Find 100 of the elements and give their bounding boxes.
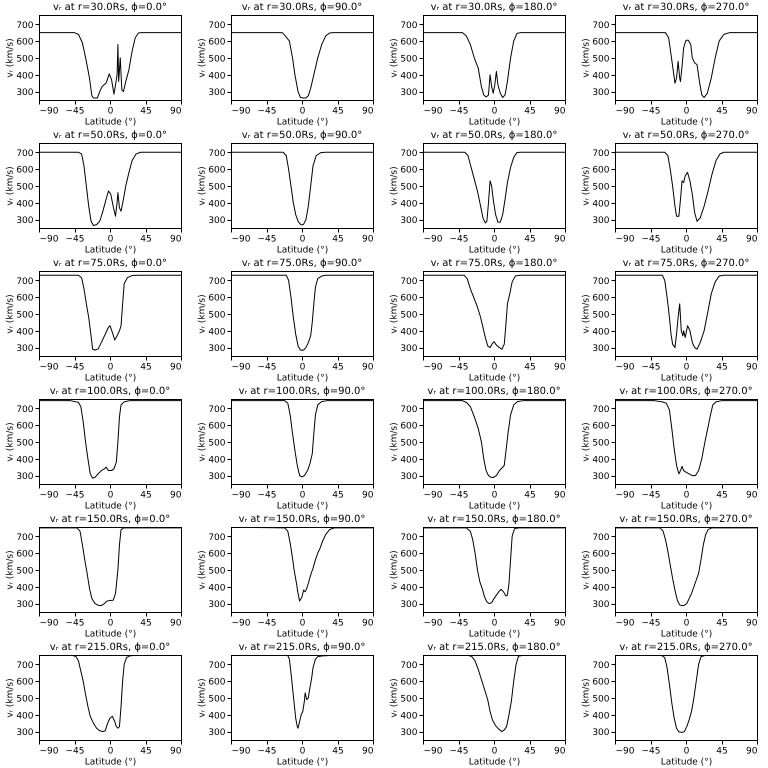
y-tick-label: 500: [592, 694, 610, 704]
x-axis-title: Latitude (°): [468, 118, 520, 128]
y-tick-label: 600: [208, 38, 226, 48]
y-tick-label: 500: [208, 694, 226, 704]
y-tick-label: 600: [592, 38, 610, 48]
x-axis-title: Latitude (°): [276, 758, 328, 768]
x-tick-label: 0: [300, 618, 306, 628]
x-tick-label: −90: [40, 234, 59, 244]
y-tick-label: 700: [400, 20, 418, 31]
y-tick-label: 600: [208, 294, 226, 304]
chart-title: vᵣ at r=215.0Rs, ϕ=90.0°: [238, 642, 366, 653]
y-tick-label: 500: [592, 566, 610, 576]
y-tick-label: 700: [16, 532, 34, 543]
y-tick-label: 300: [208, 216, 226, 226]
x-tick-label: 0: [684, 362, 690, 372]
x-tick-label: −90: [40, 618, 59, 628]
y-axis-title: vᵣ (km/s): [5, 38, 16, 78]
y-tick-label: 400: [16, 71, 34, 82]
x-axis-title: Latitude (°): [84, 118, 136, 128]
x-tick-label: 0: [684, 106, 690, 116]
y-tick-label: 500: [400, 694, 418, 704]
x-tick-label: 90: [554, 106, 566, 116]
y-tick-label: 600: [400, 166, 418, 176]
x-axis-title: Latitude (°): [468, 246, 520, 256]
y-tick-label: 400: [16, 199, 34, 210]
y-tick-label: 300: [592, 88, 610, 98]
x-axis-title: Latitude (°): [660, 374, 712, 384]
y-tick-label: 600: [16, 166, 34, 176]
x-tick-label: 90: [362, 234, 374, 244]
y-tick-label: 300: [16, 600, 34, 610]
y-tick-label: 300: [16, 728, 34, 738]
x-tick-label: 90: [362, 618, 374, 628]
x-tick-label: 45: [140, 490, 152, 500]
y-tick-label: 300: [208, 728, 226, 738]
x-tick-label: 0: [108, 746, 114, 756]
x-tick-label: 90: [362, 106, 374, 116]
chart-title: vᵣ at r=215.0Rs, ϕ=270.0°: [619, 642, 753, 653]
y-tick-label: 600: [16, 422, 34, 432]
x-tick-label: 90: [170, 362, 182, 372]
y-tick-label: 400: [208, 327, 226, 338]
x-tick-label: 45: [716, 618, 728, 628]
x-tick-label: 90: [362, 490, 374, 500]
x-tick-label: −45: [450, 362, 468, 372]
x-tick-label: 0: [684, 618, 690, 628]
x-tick-label: −45: [66, 490, 84, 500]
y-tick-label: 600: [592, 678, 610, 688]
x-tick-label: 0: [300, 106, 306, 116]
x-tick-label: −90: [232, 362, 251, 372]
chart-title: vᵣ at r=75.0Rs, ϕ=0.0°: [52, 258, 168, 269]
y-tick-label: 300: [400, 344, 418, 354]
x-tick-label: 0: [108, 618, 114, 628]
y-tick-label: 400: [16, 327, 34, 338]
y-tick-label: 300: [592, 344, 610, 354]
x-tick-label: −45: [258, 234, 276, 244]
y-tick-label: 400: [592, 71, 610, 82]
x-tick-label: 90: [362, 746, 374, 756]
y-tick-label: 300: [400, 600, 418, 610]
chart-title: vᵣ at r=75.0Rs, ϕ=270.0°: [622, 258, 750, 269]
y-tick-label: 500: [16, 566, 34, 576]
x-tick-label: −45: [66, 746, 84, 756]
y-tick-label: 500: [592, 310, 610, 320]
x-axis-title: Latitude (°): [276, 502, 328, 512]
chart-title: vᵣ at r=50.0Rs, ϕ=90.0°: [242, 130, 362, 141]
y-tick-label: 300: [592, 600, 610, 610]
x-tick-label: 45: [332, 362, 344, 372]
x-tick-label: 0: [684, 234, 690, 244]
x-axis-title: Latitude (°): [84, 246, 136, 256]
y-axis-title: vᵣ (km/s): [5, 550, 16, 590]
y-tick-label: 700: [592, 276, 610, 287]
y-tick-label: 300: [208, 344, 226, 354]
y-tick-label: 300: [208, 88, 226, 98]
y-tick-label: 300: [592, 216, 610, 226]
x-tick-label: −45: [258, 106, 276, 116]
y-tick-label: 500: [208, 310, 226, 320]
x-tick-label: 90: [554, 490, 566, 500]
x-tick-label: 90: [746, 618, 758, 628]
y-tick-label: 400: [400, 71, 418, 82]
y-axis-title: vᵣ (km/s): [581, 294, 592, 334]
y-tick-label: 500: [16, 54, 34, 64]
y-tick-label: 600: [400, 422, 418, 432]
y-tick-label: 300: [400, 472, 418, 482]
x-tick-label: −90: [40, 362, 59, 372]
y-tick-label: 700: [16, 404, 34, 415]
y-tick-label: 300: [16, 216, 34, 226]
x-tick-label: −45: [258, 618, 276, 628]
y-tick-label: 300: [16, 344, 34, 354]
x-tick-label: −90: [232, 618, 251, 628]
y-axis-title: vᵣ (km/s): [5, 294, 16, 334]
y-tick-label: 300: [400, 88, 418, 98]
x-tick-label: −90: [40, 490, 59, 500]
y-tick-label: 400: [592, 455, 610, 466]
x-tick-label: 45: [332, 106, 344, 116]
x-tick-label: 45: [524, 490, 536, 500]
x-tick-label: 90: [746, 362, 758, 372]
x-tick-label: 0: [492, 106, 498, 116]
y-axis-title: vᵣ (km/s): [197, 550, 208, 590]
chart-title: vᵣ at r=215.0Rs, ϕ=180.0°: [427, 642, 561, 653]
y-tick-label: 700: [208, 20, 226, 31]
y-tick-label: 400: [208, 199, 226, 210]
y-tick-label: 600: [400, 550, 418, 560]
